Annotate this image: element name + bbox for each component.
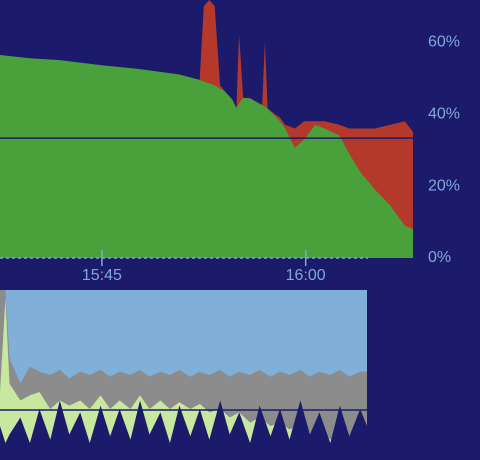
y-tick-label: 40%	[428, 105, 460, 122]
area-series	[0, 55, 413, 258]
y-tick-label: 20%	[428, 177, 460, 194]
x-tick-label: 16:00	[286, 267, 326, 284]
x-tick-label: 15:45	[82, 267, 122, 284]
y-tick-label: 60%	[428, 33, 460, 50]
y-tick-label: 0%	[428, 249, 451, 266]
area-series	[0, 298, 367, 460]
area-series	[0, 400, 367, 460]
